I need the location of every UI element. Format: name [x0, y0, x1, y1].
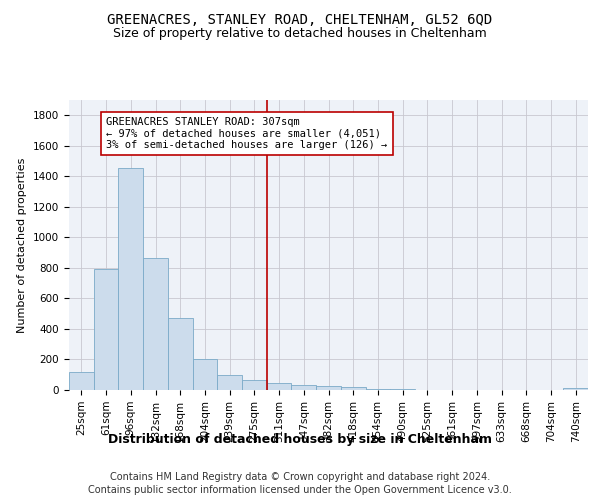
Bar — [341, 387, 365, 390]
Bar — [217, 374, 242, 390]
Text: Size of property relative to detached houses in Cheltenham: Size of property relative to detached ho… — [113, 28, 487, 40]
Bar — [365, 389, 390, 390]
Bar — [316, 386, 341, 390]
Text: Contains public sector information licensed under the Open Government Licence v3: Contains public sector information licen… — [88, 485, 512, 495]
Bar — [390, 389, 415, 390]
Bar — [292, 384, 316, 390]
Bar — [267, 383, 292, 390]
Text: GREENACRES, STANLEY ROAD, CHELTENHAM, GL52 6QD: GREENACRES, STANLEY ROAD, CHELTENHAM, GL… — [107, 12, 493, 26]
Bar — [193, 360, 217, 390]
Text: Distribution of detached houses by size in Cheltenham: Distribution of detached houses by size … — [108, 432, 492, 446]
Bar — [563, 388, 588, 390]
Bar — [69, 372, 94, 390]
Bar — [143, 258, 168, 390]
Text: GREENACRES STANLEY ROAD: 307sqm
← 97% of detached houses are smaller (4,051)
3% : GREENACRES STANLEY ROAD: 307sqm ← 97% of… — [106, 117, 388, 150]
Bar — [118, 168, 143, 390]
Y-axis label: Number of detached properties: Number of detached properties — [17, 158, 28, 332]
Bar — [94, 270, 118, 390]
Bar — [168, 318, 193, 390]
Bar — [242, 380, 267, 390]
Text: Contains HM Land Registry data © Crown copyright and database right 2024.: Contains HM Land Registry data © Crown c… — [110, 472, 490, 482]
